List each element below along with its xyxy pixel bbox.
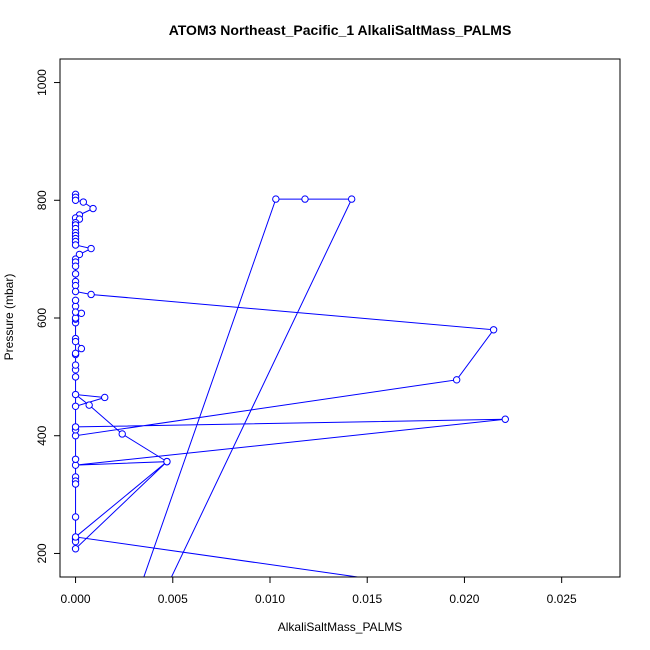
data-point (75, 250, 84, 259)
data-point (71, 480, 80, 488)
data-point (87, 290, 95, 299)
data-point (71, 296, 80, 305)
data-point (71, 533, 80, 541)
data-point (272, 195, 280, 203)
data-point (137, 586, 143, 592)
data-point (71, 423, 80, 431)
x-tick-label: 0.005 (158, 592, 188, 606)
y-tick-label: 400 (35, 425, 49, 445)
data-point (383, 578, 389, 584)
y-tick-label: 1000 (35, 69, 49, 96)
data-point (301, 195, 309, 203)
data-point (347, 195, 356, 203)
data-point (452, 376, 461, 384)
data-point (71, 545, 80, 553)
plot-area (71, 190, 509, 592)
plot-frame (59, 58, 621, 578)
data-point (71, 287, 80, 296)
data-point (89, 204, 97, 213)
data-point (489, 326, 498, 334)
x-tick-label: 0.020 (449, 592, 479, 606)
data-point (163, 457, 171, 466)
x-axis-label: AlkaliSaltMass_PALMS (278, 620, 403, 634)
data-point (71, 337, 80, 346)
data-point (71, 241, 80, 249)
data-point (77, 344, 86, 353)
data-point (71, 349, 80, 358)
data-point (71, 270, 80, 278)
x-axis: 0.000 0.005 0.010 0.015 0.020 0.025 (61, 576, 577, 606)
x-tick-label: 0.000 (61, 592, 91, 606)
data-point (71, 455, 80, 463)
series-line (73, 194, 506, 577)
chart-title: ATOM3 Northeast_Pacific_1 AlkaliSaltMass… (169, 22, 512, 38)
y-tick-label: 200 (35, 543, 49, 563)
y-tick-label: 800 (35, 190, 49, 210)
data-point (71, 390, 80, 399)
data-point (71, 262, 80, 270)
data-point (71, 373, 80, 381)
data-point (79, 198, 88, 206)
y-tick-label: 600 (35, 308, 49, 328)
data-point (101, 393, 109, 402)
y-axis-label: Pressure (mbar) (2, 274, 16, 361)
data-point (71, 308, 80, 316)
data-point (71, 196, 80, 204)
data-point (71, 361, 80, 369)
data-point (85, 401, 93, 409)
x-tick-label: 0.015 (352, 592, 382, 606)
data-point (87, 244, 95, 253)
y-axis: 200 400 600 800 1000 (35, 69, 61, 563)
data-point (71, 402, 80, 410)
data-point (501, 415, 509, 423)
x-tick-label: 0.025 (547, 592, 577, 606)
data-point (71, 513, 80, 521)
data-point (77, 309, 86, 317)
x-tick-label: 0.010 (255, 592, 285, 606)
data-point (118, 430, 126, 438)
